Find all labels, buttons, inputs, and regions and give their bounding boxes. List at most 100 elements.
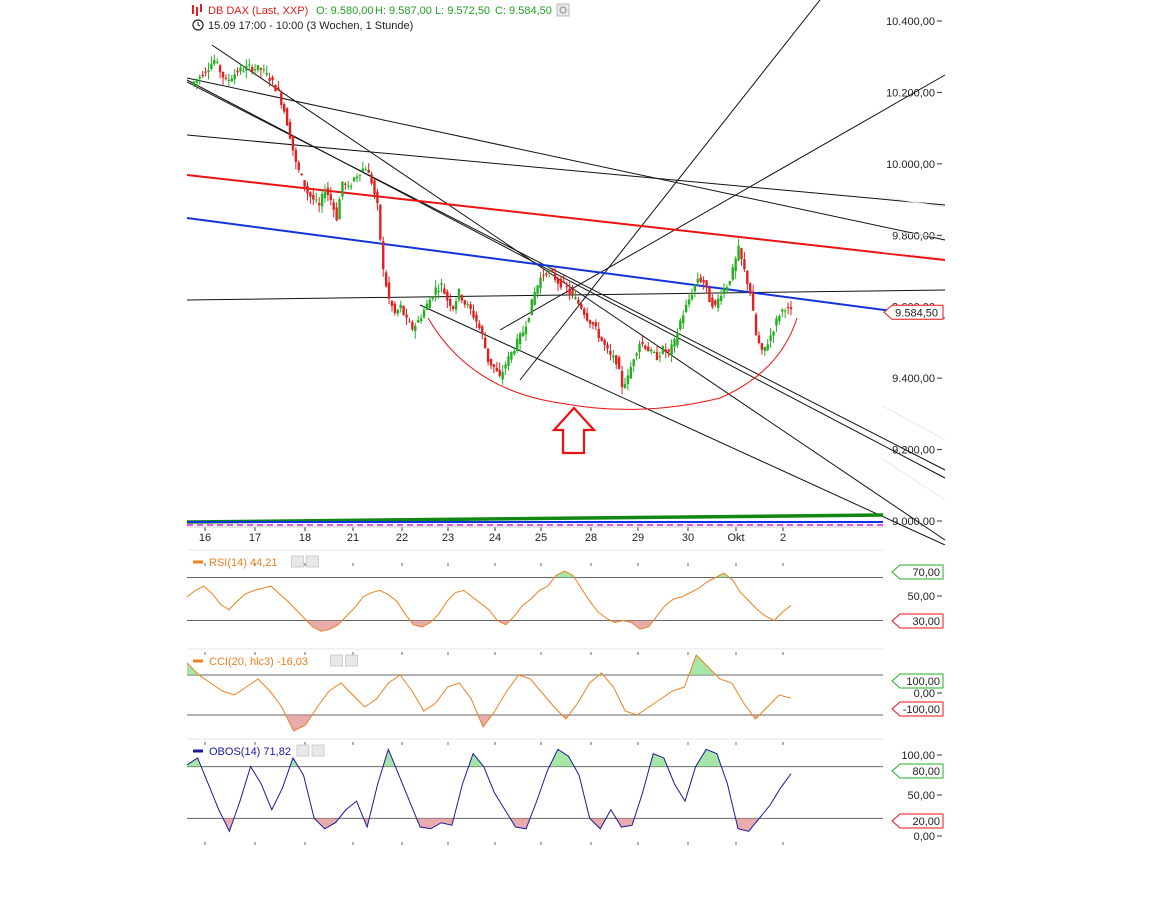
faded-extension [882, 405, 946, 441]
level-marker [891, 673, 944, 689]
candle-body [495, 367, 499, 372]
price-axis: 10.400,0010.200,0010.000,009.800,009.600… [886, 16, 942, 528]
time-tick-label: 29 [632, 532, 644, 544]
candle-body [670, 344, 673, 355]
candle-body [711, 297, 714, 307]
overbought-fill [383, 749, 396, 767]
candle-body [355, 176, 359, 179]
close-icon [305, 555, 319, 568]
high-value: H: 9.587,00 [375, 5, 432, 17]
candle-body [708, 287, 711, 303]
candle-body [245, 66, 248, 71]
candle-body [693, 285, 697, 292]
candle-body [416, 320, 420, 323]
candle-body [513, 351, 516, 354]
candle-body [766, 344, 769, 351]
overbought-fill [187, 757, 202, 767]
candle-body [294, 149, 298, 162]
candle-body [361, 168, 365, 172]
candle-body [521, 332, 525, 337]
candle-body [239, 67, 242, 72]
candle-body [472, 310, 475, 318]
oversold-fill [752, 715, 760, 719]
candle-body [358, 174, 362, 176]
faded-extension [882, 196, 946, 208]
oversold-fill [478, 715, 492, 727]
candle-body [609, 350, 612, 355]
green-support-line [187, 513, 884, 524]
last-price-marker [883, 304, 944, 320]
candle-body [661, 346, 665, 354]
candle-body [545, 273, 548, 275]
candles [192, 54, 793, 395]
candle-body [760, 343, 764, 350]
candle-body [580, 304, 583, 309]
candle-body [638, 343, 641, 353]
candle-body [376, 191, 379, 204]
close-value: C: 9.584,50 [495, 5, 552, 17]
candle-body [230, 78, 233, 82]
candle-body [769, 335, 772, 341]
candle-body [367, 169, 370, 173]
price-tick-label: 9.800,00 [892, 230, 935, 242]
candle-body [216, 61, 219, 63]
level-marker [891, 701, 944, 717]
candle-body [632, 359, 635, 366]
candle-body [655, 351, 659, 360]
red-resistance-line [187, 174, 946, 261]
overbought-fill [554, 571, 575, 578]
candle-body [641, 342, 644, 345]
candle-body [728, 280, 732, 285]
candle-body [754, 314, 758, 335]
candle-body [379, 204, 382, 240]
candle-body [498, 369, 501, 376]
candle-body [309, 192, 312, 197]
faded-extension [882, 229, 946, 239]
candle-body [460, 295, 464, 301]
candle-body [347, 185, 350, 187]
candle-body [414, 325, 417, 332]
oversold-fill [562, 715, 569, 719]
candle-body [615, 355, 618, 365]
candle-body [478, 323, 481, 329]
level-label: 20,00 [912, 816, 940, 828]
time-tick-label: 2 [780, 532, 786, 544]
settings-icon[interactable] [556, 3, 570, 17]
time-tick-label: 18 [299, 532, 311, 544]
candle-body [329, 194, 333, 201]
level-label: 30,00 [912, 616, 940, 628]
faded-extension [882, 251, 946, 259]
candle-body [772, 331, 775, 336]
candle-body [221, 71, 225, 78]
candle-body [297, 162, 300, 170]
candle-body [201, 74, 204, 77]
trend-line [419, 304, 946, 545]
last-price-label: 9.584,50 [895, 307, 938, 319]
clock-icon [192, 19, 204, 31]
candle-body [349, 186, 353, 188]
overbought-fill [649, 753, 668, 767]
candle-body [443, 288, 446, 294]
candle-body [396, 309, 399, 314]
rounding-bottom-arc [427, 317, 798, 410]
candle-body [507, 356, 510, 366]
open-value: O: 9.580,00 [316, 5, 374, 17]
candle-body [483, 337, 487, 349]
price-tick-label: 9.400,00 [892, 373, 935, 385]
level-label: 100,00 [901, 750, 935, 762]
low-value: L: 9.572,50 [435, 5, 490, 17]
level-label: -100,00 [903, 704, 940, 716]
candle-body [312, 194, 315, 200]
candle-body [262, 69, 266, 71]
time-tick-label: 25 [535, 532, 547, 544]
candle-body [664, 349, 667, 353]
candle-body [285, 108, 289, 126]
time-tick-label: 21 [347, 532, 359, 544]
trend-lines [187, 0, 946, 545]
overbought-fill [715, 573, 730, 578]
candle-body [527, 317, 531, 322]
candle-body [649, 349, 653, 352]
candle-body [481, 326, 484, 334]
indicator-line [186, 570, 792, 632]
candle-body [306, 185, 309, 194]
